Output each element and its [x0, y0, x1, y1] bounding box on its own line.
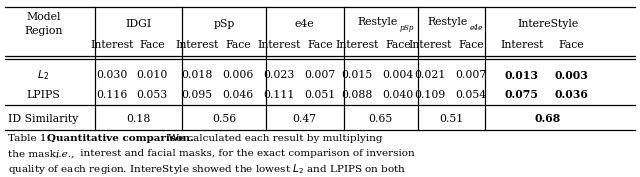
Text: ID Similarity: ID Similarity [8, 114, 79, 124]
Text: 0.56: 0.56 [212, 114, 236, 124]
Text: 0.036: 0.036 [555, 89, 588, 100]
Text: Face: Face [140, 40, 165, 50]
Text: Interest: Interest [335, 40, 379, 50]
Text: Model: Model [26, 12, 61, 22]
Text: IntereStyle: IntereStyle [517, 19, 579, 29]
Text: 0.109: 0.109 [415, 90, 445, 100]
Text: e4e: e4e [295, 19, 314, 29]
Text: Interest: Interest [175, 40, 219, 50]
Text: 0.65: 0.65 [369, 114, 393, 124]
Text: pSp: pSp [400, 24, 414, 32]
Text: 0.054: 0.054 [456, 90, 486, 100]
Text: 0.004: 0.004 [383, 70, 413, 80]
Text: 0.007: 0.007 [305, 70, 335, 80]
Text: Table 1:: Table 1: [8, 135, 53, 143]
Text: 0.030: 0.030 [96, 70, 128, 80]
Text: Face: Face [307, 40, 333, 50]
Text: 0.111: 0.111 [263, 90, 295, 100]
Text: Face: Face [559, 40, 584, 50]
Text: Face: Face [225, 40, 251, 50]
Text: Interest: Interest [257, 40, 301, 50]
Text: 0.007: 0.007 [456, 70, 486, 80]
Text: i.e.,: i.e., [55, 150, 74, 158]
Text: IDGI: IDGI [125, 19, 152, 29]
Text: 0.010: 0.010 [136, 70, 168, 80]
Text: 0.68: 0.68 [534, 113, 561, 124]
Text: interest and facial masks, for the exact comparison of inversion: interest and facial masks, for the exact… [77, 150, 415, 158]
Text: pSp: pSp [213, 19, 235, 29]
Text: 0.051: 0.051 [305, 90, 335, 100]
Text: LPIPS: LPIPS [27, 90, 60, 100]
Text: 0.095: 0.095 [182, 90, 212, 100]
Text: 0.053: 0.053 [137, 90, 168, 100]
Text: Interest: Interest [90, 40, 134, 50]
Text: e4e: e4e [470, 24, 484, 32]
Text: Region: Region [24, 26, 63, 36]
Text: Restyle: Restyle [358, 17, 397, 27]
Text: 0.013: 0.013 [504, 70, 539, 81]
Text: Interest: Interest [500, 40, 543, 50]
Text: Face: Face [385, 40, 411, 50]
Text: 0.015: 0.015 [342, 70, 372, 80]
Text: Restyle: Restyle [428, 17, 468, 27]
Text: $L_2$: $L_2$ [38, 68, 49, 82]
Text: Interest: Interest [408, 40, 452, 50]
Text: 0.021: 0.021 [414, 70, 446, 80]
Text: 0.040: 0.040 [383, 90, 413, 100]
Text: 0.018: 0.018 [181, 70, 213, 80]
Text: 0.51: 0.51 [439, 114, 463, 124]
Text: Quantitative comparison.: Quantitative comparison. [47, 135, 193, 143]
Text: We calculated each result by multiplying: We calculated each result by multiplying [165, 135, 383, 143]
Text: 0.006: 0.006 [222, 70, 254, 80]
Text: 0.003: 0.003 [555, 70, 588, 81]
Text: 0.116: 0.116 [96, 90, 128, 100]
Text: Face: Face [458, 40, 484, 50]
Text: 0.47: 0.47 [292, 114, 317, 124]
Text: quality of each region. IntereStyle showed the lowest $L_2$ and LPIPS on both: quality of each region. IntereStyle show… [8, 162, 406, 176]
Text: 0.046: 0.046 [223, 90, 253, 100]
Text: 0.18: 0.18 [126, 114, 150, 124]
Text: 0.023: 0.023 [263, 70, 295, 80]
Text: 0.088: 0.088 [341, 90, 373, 100]
Text: the mask,: the mask, [8, 150, 62, 158]
Text: 0.075: 0.075 [504, 89, 539, 100]
